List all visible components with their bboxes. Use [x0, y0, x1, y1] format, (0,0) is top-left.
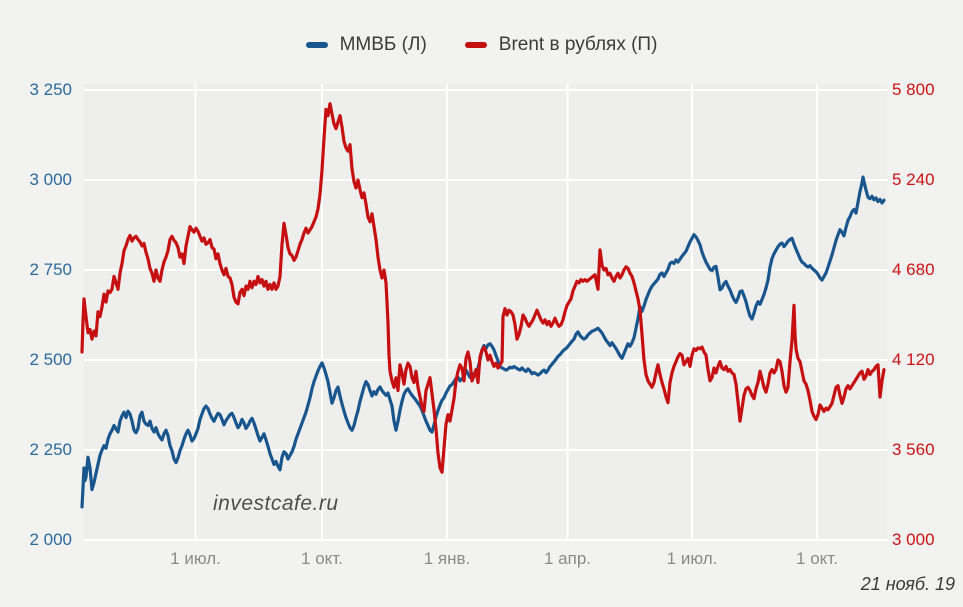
left-axis-tick-label: 2 750 [29, 260, 72, 279]
x-axis-tick-label: 1 окт. [301, 549, 343, 568]
x-axis-tick-label: 1 июл. [666, 549, 718, 568]
left-axis-tick-label: 2 000 [29, 530, 72, 549]
x-axis-tick-label: 1 окт. [796, 549, 838, 568]
right-axis-tick-label: 3 000 [892, 530, 935, 549]
right-axis-tick-label: 3 560 [892, 440, 935, 459]
date-annotation: 21 нояб. 19 [860, 574, 955, 594]
x-axis-tick-label: 1 апр. [543, 549, 591, 568]
left-axis-tick-label: 3 000 [29, 170, 72, 189]
legend-item-mmvb[interactable]: ММВБ (Л) [305, 34, 427, 56]
legend-swatch-brent [464, 42, 487, 48]
legend-swatch-mmvb [305, 42, 328, 48]
legend: ММВБ (Л) Brent в рублях (П) [0, 34, 963, 56]
watermark: investcafe.ru [213, 492, 339, 515]
left-axis-tick-label: 2 250 [29, 440, 72, 459]
x-axis-tick-label: 1 янв. [423, 549, 471, 568]
left-axis-tick-label: 2 500 [29, 350, 72, 369]
right-axis-tick-label: 5 240 [892, 170, 935, 189]
right-axis-tick-label: 4 120 [892, 350, 935, 369]
x-axis-tick-label: 1 июл. [170, 549, 221, 568]
plot-area [84, 84, 887, 541]
legend-item-brent[interactable]: Brent в рублях (П) [464, 34, 658, 56]
legend-label: ММВБ (Л) [339, 34, 427, 55]
series-line-brent [80, 102, 886, 474]
legend-label: Brent в рублях (П) [498, 34, 658, 55]
left-axis-tick-label: 3 250 [29, 80, 72, 99]
right-axis-tick-label: 4 680 [892, 260, 935, 279]
right-axis-tick-label: 5 800 [892, 80, 935, 99]
